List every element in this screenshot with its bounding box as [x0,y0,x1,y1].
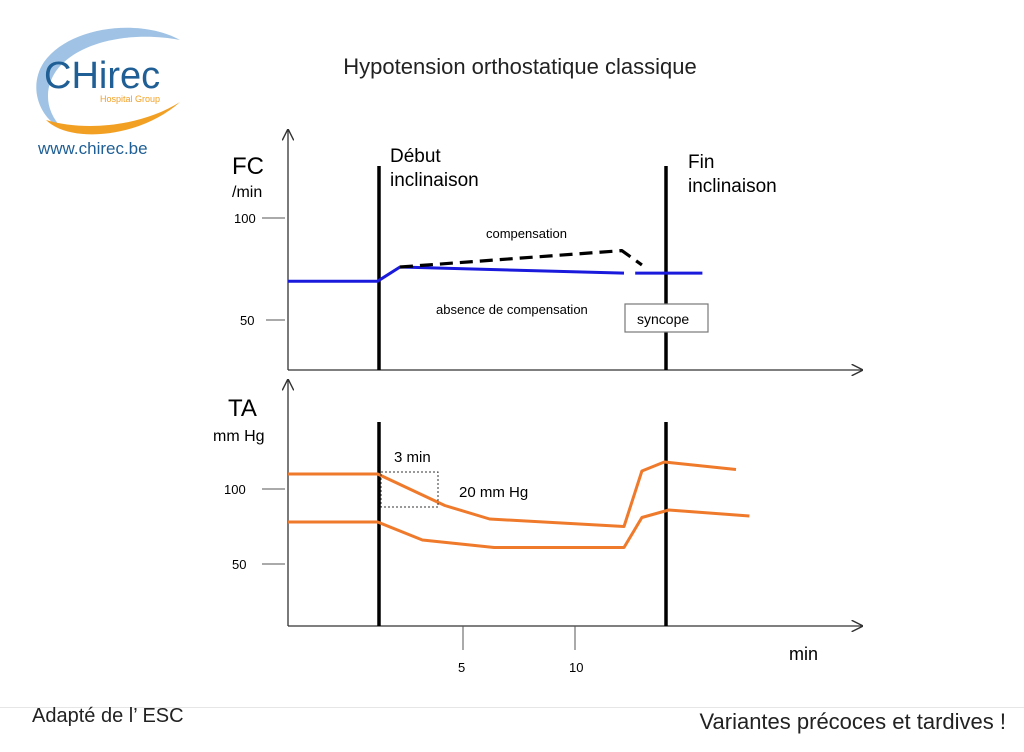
ta-y-unit: mm Hg [213,428,265,445]
logo-brand-text: CHirec [44,55,160,97]
ta-series [288,460,750,549]
fc-series [288,249,703,283]
footer-note: Variantes précoces et tardives ! [699,709,1006,734]
fc-series-line-3 [399,249,643,269]
syncope-label: syncope [637,311,689,327]
syncope-box [624,303,709,333]
logo-swoosh-orange [46,102,180,135]
footer-divider [0,707,1024,708]
ta-tick-label-100: 100 [224,482,246,497]
logo-url[interactable]: www.chirec.be [38,139,148,158]
ta-series-line-1 [288,460,737,528]
x-axis-label: min [789,644,818,664]
slide-title: Hypotension orthostatique classique [343,54,697,79]
end-tilt-label-1: Fin [688,152,714,173]
measurement-box [380,471,439,508]
fc-series-line-1 [288,265,625,283]
footer-source: Adapté de l’ ESC [32,705,184,727]
time-annotation: 3 min [394,449,431,466]
chirec-logo: CHirec Hospital Group [36,27,180,135]
fc-y-unit: /min [232,184,262,201]
fc-tick-label-100: 100 [234,211,256,226]
absence-label: absence de compensation [436,302,588,317]
x-tick-label-5: 5 [458,660,465,675]
ta-y-label: TA [228,395,257,422]
ta-tick-label-50: 50 [232,557,246,572]
compensation-label: compensation [486,226,567,241]
start-tilt-label-2: inclinaison [390,170,479,191]
fc-y-label: FC [232,153,264,180]
fc-tick-label-50: 50 [240,313,254,328]
start-tilt-label-1: Début [390,146,441,167]
drop-annotation: 20 mm Hg [459,484,528,501]
x-tick-label-10: 10 [569,660,583,675]
logo-tagline: Hospital Group [100,94,160,104]
ta-series-line-2 [288,508,750,549]
logo-swoosh [36,27,180,131]
end-tilt-label-2: inclinaison [688,176,777,197]
